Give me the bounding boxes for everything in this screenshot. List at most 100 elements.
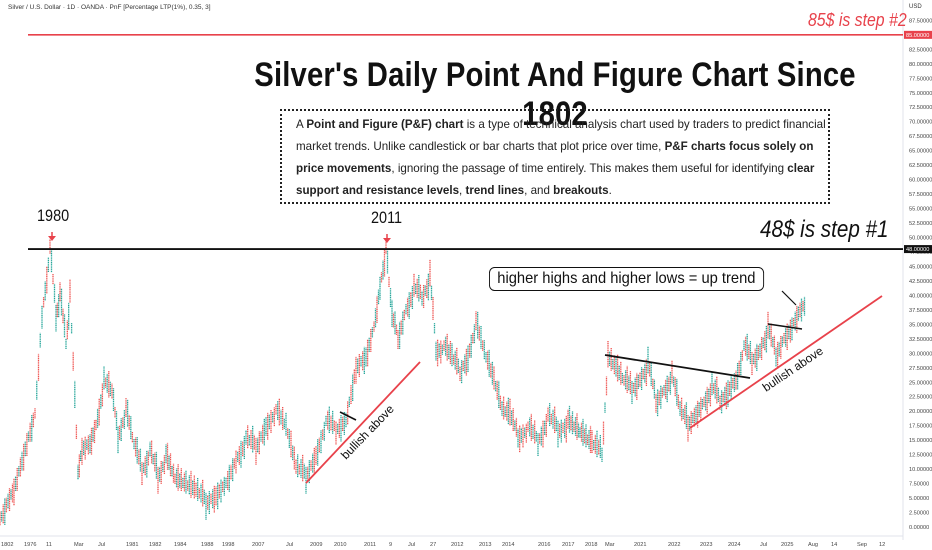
x-tick-label: 27: [430, 542, 436, 548]
y-tick-label: 37.50000: [909, 308, 932, 314]
x-tick-label: 2010: [334, 542, 346, 548]
x-tick-label: Sep: [857, 542, 867, 548]
symbol-title: Silver / U.S. Dollar · 1D · OANDA · PnF …: [8, 4, 211, 11]
y-tick-label: 75.00000: [909, 91, 932, 97]
trend-callout: higher highs and higher lows = up trend: [489, 267, 764, 291]
x-tick-label: 2016: [538, 542, 550, 548]
y-tick-label: 62.50000: [909, 163, 932, 169]
y-tick-label: 80.00000: [909, 62, 932, 68]
marker-arrow-icon: [383, 238, 391, 243]
y-tick-label: 0.00000: [909, 525, 929, 531]
level-price-badge: [904, 30, 932, 39]
y-tick-label: 17.50000: [909, 424, 932, 430]
y-tick-label: 32.50000: [909, 337, 932, 343]
support-trendline: [305, 361, 421, 484]
pnf-columns: [0, 238, 806, 526]
y-tick-label: 67.50000: [909, 134, 932, 140]
y-tick-label: 20.00000: [909, 409, 932, 415]
x-tick-label: 2013: [479, 542, 491, 548]
y-axis: 87.50000 82.50000 80.00000 77.50000 75.00000…: [902, 0, 932, 540]
x-tick-label: 2018: [585, 542, 597, 548]
x-tick-label: 2021: [634, 542, 646, 548]
step-1-annotation: 48$ is step #1: [760, 216, 889, 243]
x-tick-label: Jul: [760, 542, 767, 548]
x-tick-label: 2022: [668, 542, 680, 548]
y-tick-label: 60.00000: [909, 178, 932, 184]
y-tick-label: 52.50000: [909, 221, 932, 227]
desc-bold: Point and Figure (P&F) chart: [306, 118, 464, 131]
desc-text: ,: [459, 184, 466, 197]
desc-bold: clear support and resistance levels: [296, 162, 815, 197]
y-tick-label: 7.50000: [909, 482, 929, 488]
y-tick-label: 65.00000: [909, 149, 932, 155]
y-tick-label: 2.50000: [909, 511, 929, 517]
y-tick-label: 77.50000: [909, 76, 932, 82]
x-tick-label: 2011: [364, 542, 376, 548]
chart-title: Silver's Daily Point And Figure Chart Si…: [254, 56, 856, 133]
level-price-label: 48.00000: [906, 247, 929, 253]
x-tick-label: 1976: [24, 542, 36, 548]
marker-arrow-icon: [48, 236, 56, 241]
y-tick-label: 70.00000: [909, 120, 932, 126]
x-tick-label: Jul: [98, 542, 105, 548]
x-tick-label: 11: [46, 542, 52, 548]
resistance-break-line: [339, 411, 357, 421]
y-tick-label: 42.50000: [909, 279, 932, 285]
x-axis: 1802 1976 11 Mar Jul 1981 1982 1984 1988 1998 2007…: [0, 535, 903, 548]
year-1980-label: 1980: [37, 206, 70, 225]
x-tick-label: 1802: [1, 542, 13, 548]
y-tick-label: 72.50000: [909, 105, 932, 111]
x-tick-label: Jul: [408, 542, 415, 548]
y-tick-label: 15.00000: [909, 438, 932, 444]
y-tick-label: 40.00000: [909, 293, 932, 299]
support-trendline: [689, 295, 883, 429]
bullish-label-2: bullish above: [760, 344, 826, 395]
x-tick-label: 12: [879, 542, 885, 548]
currency-label: USD: [909, 4, 922, 10]
y-tick-label: 50.00000: [909, 236, 932, 242]
x-tick-label: 2025: [781, 542, 793, 548]
y-tick-label: 87.50000: [909, 18, 932, 24]
price-levels: 85.00000 48.00000: [28, 30, 932, 254]
x-tick-label: Mar: [74, 542, 84, 548]
y-tick-label: 22.50000: [909, 395, 932, 401]
y-tick-label: 35.00000: [909, 322, 932, 328]
bullish-label-1: bullish above: [338, 402, 397, 462]
x-tick-label: 1984: [174, 542, 186, 548]
x-tick-label: 1988: [201, 542, 213, 548]
x-tick-label: 2014: [502, 542, 514, 548]
x-tick-label: 2017: [562, 542, 574, 548]
y-tick-label: 55.00000: [909, 207, 932, 213]
x-tick-label: 2023: [700, 542, 712, 548]
level-price-label: 85.00000: [906, 33, 929, 39]
y-tick-label: 25.00000: [909, 380, 932, 386]
y-tick-label: 5.00000: [909, 496, 929, 502]
desc-text: , ignoring the passage of time entirely.…: [391, 162, 788, 175]
x-tick-label: 2012: [451, 542, 463, 548]
desc-text: is a type of technical analysis chart us…: [296, 118, 826, 153]
x-tick-label: 1981: [126, 542, 138, 548]
y-tick-label: 10.00000: [909, 467, 932, 473]
resistance-trendline: [604, 354, 751, 379]
x-tick-label: Jul: [286, 542, 293, 548]
x-tick-label: Mar: [605, 542, 615, 548]
description-box: A Point and Figure (P&F) chart is a type…: [280, 109, 830, 204]
x-tick-label: 2024: [728, 542, 740, 548]
y-tick-label: 27.50000: [909, 366, 932, 372]
desc-text: , and: [524, 184, 554, 197]
y-tick-label: 57.50000: [909, 192, 932, 198]
callout-pointer: [781, 290, 797, 306]
x-tick-label: 1982: [149, 542, 161, 548]
x-tick-label: 2009: [310, 542, 322, 548]
y-tick-label: 82.50000: [909, 47, 932, 53]
y-tick-label: 45.00000: [909, 264, 932, 270]
step-2-annotation: 85$ is step #2: [808, 10, 907, 30]
resistance-break-line: [767, 323, 803, 330]
x-tick-label: 1998: [222, 542, 234, 548]
desc-bold: P&F charts focus solely on price movemen…: [296, 140, 814, 175]
desc-bold: breakouts: [553, 184, 609, 197]
x-tick-label: Aug: [808, 542, 818, 548]
y-tick-label: 12.50000: [909, 453, 932, 459]
x-tick-label: 14: [831, 542, 837, 548]
